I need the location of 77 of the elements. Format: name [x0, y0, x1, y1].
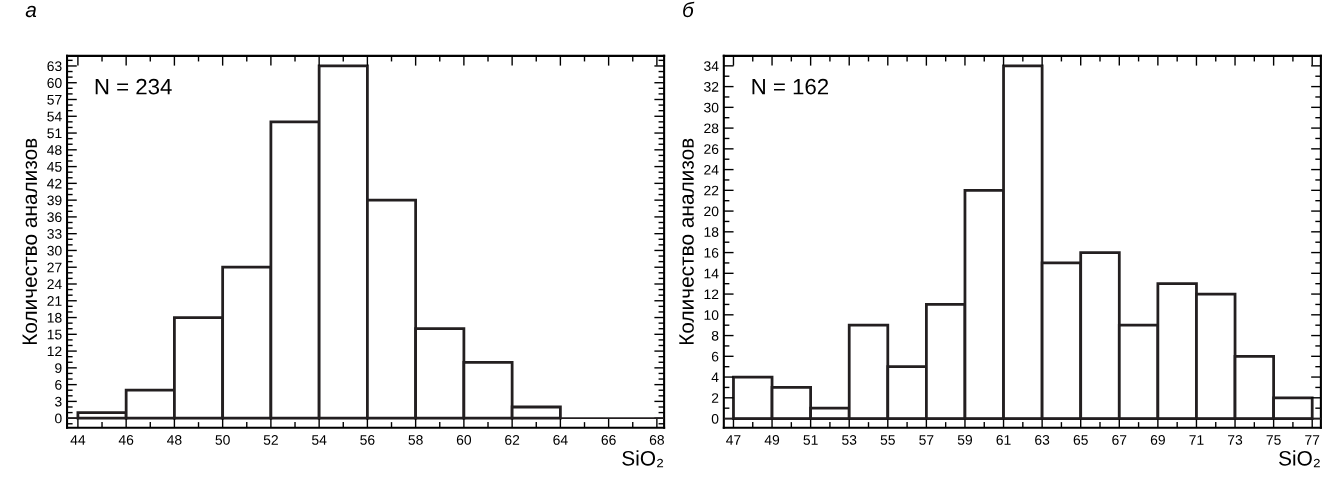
- x-tick-label: 65: [1073, 434, 1088, 445]
- y-tick-label: 21: [47, 296, 62, 306]
- y-tick-label: 4: [711, 372, 719, 383]
- x-tick-label: 53: [842, 434, 857, 445]
- y-tick-label: 42: [47, 178, 62, 189]
- x-tick-label: 54: [311, 435, 327, 445]
- y-axis-title: Количество анализов: [22, 138, 38, 345]
- x-axis-title: SiO₂: [1279, 450, 1320, 468]
- y-tick-label: 6: [711, 351, 719, 362]
- y-tick-label: 0: [55, 413, 62, 424]
- x-tick-label: 46: [118, 434, 134, 445]
- x-tick-label: 59: [957, 434, 973, 445]
- y-tick-label: 26: [704, 144, 719, 155]
- chart-title: а: [25, 5, 37, 18]
- y-tick-label: 63: [47, 61, 62, 72]
- y-tick-label: 15: [47, 329, 62, 340]
- y-tick-label: 8: [711, 330, 719, 341]
- x-tick-label: 67: [1112, 434, 1127, 445]
- y-tick-label: 24: [704, 164, 719, 175]
- y-tick-label: 0: [711, 413, 719, 424]
- x-tick-label: 57: [919, 435, 934, 445]
- x-tick-label: 50: [215, 434, 230, 445]
- y-tick-label: 45: [47, 162, 62, 172]
- x-tick-label: 68: [649, 434, 664, 445]
- y-tick-label: 34: [704, 61, 719, 72]
- x-tick-label: 51: [803, 435, 818, 445]
- y-tick-label: 54: [47, 111, 62, 122]
- y-tick-label: 12: [47, 346, 62, 357]
- y-tick-label: 33: [47, 229, 62, 239]
- x-tick-label: 58: [408, 434, 423, 445]
- y-tick-label: 57: [47, 94, 62, 105]
- y-tick-label: 3: [54, 396, 62, 407]
- y-tick-label: 51: [47, 128, 62, 139]
- y-tick-label: 18: [704, 227, 719, 237]
- y-tick-label: 14: [704, 268, 719, 279]
- y-tick-label: 30: [704, 102, 719, 113]
- x-axis-title: SiO₂: [622, 450, 664, 468]
- y-tick-label: 30: [47, 245, 62, 256]
- x-tick-label: 63: [1035, 434, 1050, 445]
- x-tick-label: 73: [1228, 434, 1243, 445]
- annotation: N = 162: [752, 78, 829, 95]
- y-tick-label: 32: [704, 81, 719, 92]
- x-tick-label: 77: [1305, 435, 1320, 445]
- y-tick-label: 16: [704, 247, 719, 258]
- y-tick-label: 12: [704, 289, 719, 300]
- y-tick-label: 2: [711, 393, 719, 403]
- y-tick-label: 20: [704, 206, 719, 217]
- x-tick-label: 75: [1266, 435, 1281, 445]
- chart-title: б: [683, 1, 695, 18]
- y-tick-label: 24: [47, 279, 62, 290]
- y-tick-label: 10: [704, 310, 719, 320]
- x-tick-label: 69: [1150, 434, 1165, 445]
- x-tick-label: 64: [553, 434, 568, 445]
- y-tick-label: 9: [55, 363, 62, 374]
- annotation: N = 234: [95, 78, 172, 95]
- y-tick-label: 6: [55, 379, 62, 390]
- x-tick-label: 66: [601, 434, 616, 445]
- y-axis-title: Количество анализов: [679, 138, 694, 345]
- x-tick-label: 52: [263, 434, 278, 445]
- y-tick-label: 39: [47, 195, 62, 206]
- x-tick-label: 44: [70, 435, 86, 445]
- y-tick-label: 48: [47, 145, 62, 155]
- x-tick-label: 60: [456, 434, 472, 445]
- y-tick-label: 22: [704, 185, 719, 196]
- x-tick-label: 49: [764, 434, 780, 445]
- x-tick-label: 48: [167, 434, 182, 445]
- y-tick-label: 28: [704, 123, 719, 134]
- x-tick-label: 56: [360, 434, 375, 445]
- x-tick-label: 55: [880, 435, 895, 445]
- x-tick-label: 71: [1189, 435, 1204, 445]
- x-tick-label: 61: [996, 434, 1011, 445]
- y-tick-label: 36: [47, 212, 62, 223]
- y-tick-label: 18: [47, 312, 62, 323]
- x-tick-label: 47: [726, 435, 741, 445]
- x-tick-label: 62: [505, 434, 520, 445]
- y-tick-label: 27: [47, 262, 62, 273]
- y-tick-label: 60: [47, 78, 62, 88]
